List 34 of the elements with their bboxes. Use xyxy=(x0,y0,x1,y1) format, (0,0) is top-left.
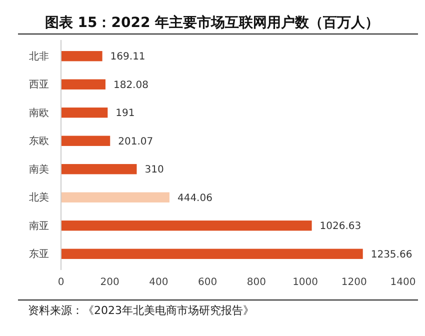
x-tick-label: 200 xyxy=(100,277,120,288)
y-tick-label: 东亚 xyxy=(29,248,49,260)
y-tick-label: 北非 xyxy=(29,50,49,62)
bar xyxy=(61,192,170,202)
y-tick-label: 南欧 xyxy=(29,106,49,119)
x-tick-label: 400 xyxy=(149,277,168,288)
data-label: 182.08 xyxy=(113,80,148,91)
bar xyxy=(61,220,312,231)
y-tick-label: 北美 xyxy=(29,192,49,204)
y-tick-label: 东欧 xyxy=(29,135,49,148)
bar xyxy=(61,248,363,259)
bar xyxy=(61,136,110,146)
data-label: 169.11 xyxy=(110,52,146,63)
bar xyxy=(61,79,106,90)
bar xyxy=(61,51,102,62)
y-tick-label: 南美 xyxy=(29,163,49,176)
bar xyxy=(61,164,137,174)
chart-title: 图表 15：2022 年主要市场互联网用户数（百万人） xyxy=(44,14,380,31)
x-tick-label: 600 xyxy=(198,277,218,288)
x-tick-label: 800 xyxy=(246,277,266,288)
data-label: 310 xyxy=(144,164,164,176)
data-label: 444.06 xyxy=(177,192,212,204)
data-label: 1235.66 xyxy=(370,249,412,260)
bar xyxy=(61,108,108,118)
x-tick-label: 1400 xyxy=(390,277,416,288)
data-label: 201.07 xyxy=(118,136,154,148)
data-label: 191 xyxy=(116,108,135,120)
y-tick-label: 南亚 xyxy=(29,220,49,232)
x-tick-label: 0 xyxy=(58,277,64,288)
data-label: 1026.63 xyxy=(320,221,362,232)
text: 资料来源：《2023年北美电商市场研究报告》 xyxy=(28,304,254,317)
x-tick-label: 1200 xyxy=(341,277,367,288)
y-tick-label: 西亚 xyxy=(29,80,49,91)
x-tick-label: 1000 xyxy=(292,277,318,288)
